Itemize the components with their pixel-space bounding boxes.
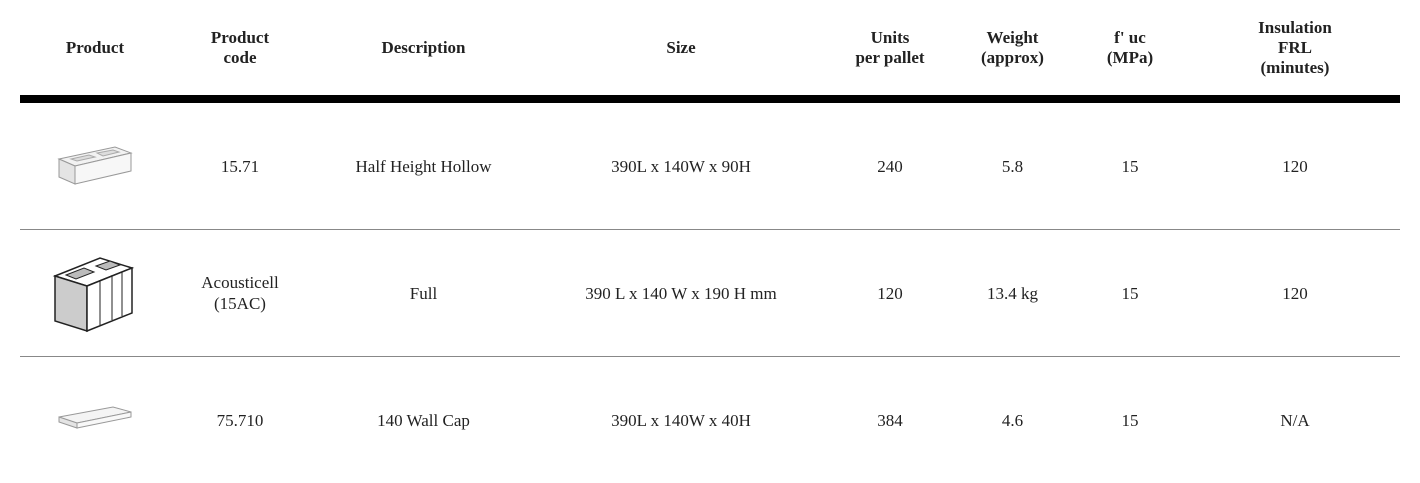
cell-line: code — [170, 48, 310, 68]
cell-line: 15.71 — [170, 156, 310, 177]
cell-line: (MPa) — [1070, 48, 1190, 68]
cell-line: 390L x 140W x 40H — [537, 410, 825, 431]
product-image — [20, 230, 170, 357]
table-cell: 120 — [825, 230, 955, 357]
column-header: Weight(approx) — [955, 0, 1070, 103]
cell-line: 15 — [1070, 410, 1190, 431]
table-cell: 120 — [1190, 103, 1400, 230]
table-cell: 15 — [1070, 357, 1190, 483]
table-cell: 4.6 — [955, 357, 1070, 483]
cell-line: 15 — [1070, 156, 1190, 177]
cell-line: 120 — [825, 283, 955, 304]
block-icon — [55, 139, 135, 189]
table-cell: 15 — [1070, 103, 1190, 230]
cell-line: 5.8 — [955, 156, 1070, 177]
table-cell: 15 — [1070, 230, 1190, 357]
cell-line: 384 — [825, 410, 955, 431]
cell-line: 120 — [1190, 156, 1400, 177]
cell-line: Size — [537, 38, 825, 58]
cell-line: 390 L x 140 W x 190 H mm — [537, 283, 825, 304]
table-cell: 15.71 — [170, 103, 310, 230]
cell-line: Insulation — [1190, 18, 1400, 38]
cell-line: Full — [310, 283, 537, 304]
table-cell: 13.4 kg — [955, 230, 1070, 357]
table-cell: Full — [310, 230, 537, 357]
table-cell: Half Height Hollow — [310, 103, 537, 230]
cell-line: (approx) — [955, 48, 1070, 68]
table-cell: 5.8 — [955, 103, 1070, 230]
cell-line: 75.710 — [170, 410, 310, 431]
table-cell: 390 L x 140 W x 190 H mm — [537, 230, 825, 357]
cell-line: 390L x 140W x 90H — [537, 156, 825, 177]
page: ProductProductcodeDescriptionSizeUnitspe… — [0, 0, 1420, 483]
table-cell: Acousticell(15AC) — [170, 230, 310, 357]
cell-line: Product — [20, 38, 170, 58]
cell-line: 120 — [1190, 283, 1400, 304]
block-icon — [50, 246, 140, 336]
table-cell: 120 — [1190, 230, 1400, 357]
column-header: Size — [537, 0, 825, 103]
product-image — [20, 103, 170, 230]
cell-line: 4.6 — [955, 410, 1070, 431]
cell-line: Weight — [955, 28, 1070, 48]
cell-line: (minutes) — [1190, 58, 1400, 78]
table-cell: 390L x 140W x 40H — [537, 357, 825, 483]
cell-line: FRL — [1190, 38, 1400, 58]
cell-line: Description — [310, 38, 537, 58]
cell-line: Half Height Hollow — [310, 156, 537, 177]
table-cell: 140 Wall Cap — [310, 357, 537, 483]
cell-line: 15 — [1070, 283, 1190, 304]
product-image — [20, 357, 170, 483]
cell-line: Product — [170, 28, 310, 48]
cell-line: 13.4 kg — [955, 283, 1070, 304]
cell-line: (15AC) — [170, 293, 310, 314]
cell-line: Units — [825, 28, 955, 48]
table-cell: 384 — [825, 357, 955, 483]
cap-icon — [55, 403, 135, 433]
column-header: Product — [20, 0, 170, 103]
table-cell: 240 — [825, 103, 955, 230]
column-header: f' uc(MPa) — [1070, 0, 1190, 103]
table-cell: 75.710 — [170, 357, 310, 483]
cell-line: per pallet — [825, 48, 955, 68]
cell-line: N/A — [1190, 410, 1400, 431]
cell-line: f' uc — [1070, 28, 1190, 48]
column-header: Description — [310, 0, 537, 103]
cell-line: Acousticell — [170, 272, 310, 293]
cell-line: 240 — [825, 156, 955, 177]
table-cell: 390L x 140W x 90H — [537, 103, 825, 230]
table-cell: N/A — [1190, 357, 1400, 483]
cell-line: 140 Wall Cap — [310, 410, 537, 431]
